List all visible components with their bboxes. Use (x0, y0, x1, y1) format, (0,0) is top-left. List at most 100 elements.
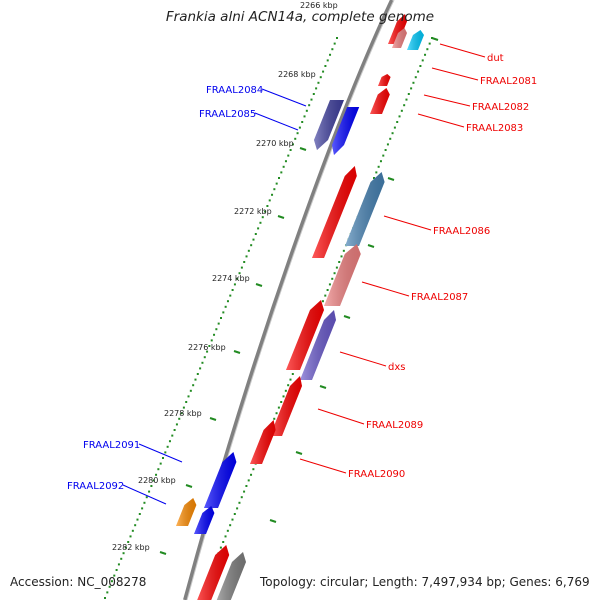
gene-label-fraal2082[interactable]: FRAAL2082 (472, 102, 529, 113)
tick-dot (403, 104, 406, 107)
tick-dot (136, 518, 139, 521)
tick-dot (393, 126, 396, 129)
gene-label-fraal2091[interactable]: FRAAL2091 (83, 440, 140, 451)
gene-fraal2086[interactable] (345, 172, 385, 246)
gene-fraal2092[interactable] (176, 498, 197, 526)
tick-dot (206, 350, 209, 353)
tick-dot (171, 434, 174, 437)
tick-dot (180, 412, 183, 415)
tick-dot (340, 255, 343, 258)
leader-line (383, 215, 432, 231)
gene-dxs[interactable] (300, 310, 336, 380)
gene-shade (378, 74, 391, 86)
gene-shade (250, 420, 276, 464)
scale-dash (367, 244, 375, 248)
gene-fraal2084[interactable] (314, 100, 344, 150)
tick-dot (203, 356, 206, 359)
leader-line (431, 67, 479, 81)
tick-dot (289, 149, 292, 151)
leader-line (439, 43, 486, 58)
gene-fraal2090[interactable] (216, 552, 246, 600)
gene-fraal2089[interactable] (312, 166, 357, 258)
tick-dot (236, 277, 239, 280)
gene-dut[interactable] (392, 28, 407, 48)
tick-dot (194, 378, 197, 381)
scale-dash (387, 177, 395, 181)
gene-label-fraal2085[interactable]: FRAAL2085 (199, 109, 256, 120)
scale-dash (233, 350, 241, 354)
gene-dut[interactable] (407, 30, 424, 50)
tick-dot (240, 266, 243, 269)
gene-shade (216, 552, 246, 600)
tick-dot (268, 199, 271, 202)
gene-fraal2089[interactable] (196, 545, 230, 600)
gene-shade (194, 506, 215, 534)
tick-dot (384, 149, 387, 151)
tick-dot (229, 294, 232, 297)
tick-dot (250, 473, 253, 476)
scale-label-2280: 2280 kbp (138, 476, 176, 485)
gene-fraal2081[interactable] (378, 74, 391, 86)
tick-dot (289, 378, 292, 381)
tick-dot (219, 546, 222, 549)
scale-label-2268: 2268 kbp (278, 70, 316, 79)
tick-dot (252, 468, 255, 471)
tick-dot (426, 48, 429, 51)
tick-dot (240, 496, 243, 499)
label-leaders (122, 43, 486, 505)
tick-dot (326, 59, 329, 62)
scale-dash (431, 37, 439, 41)
gene-fraal2092[interactable] (194, 506, 215, 534)
gene-fraal2091[interactable] (204, 452, 237, 508)
tick-dot (329, 53, 332, 56)
leader-line (299, 458, 347, 474)
tick-dot (264, 210, 267, 213)
gene-shade (332, 107, 360, 155)
gene-label-fraal2081[interactable]: FRAAL2081 (480, 76, 537, 87)
leader-line (339, 351, 387, 367)
gene-label-fraal2087[interactable]: FRAAL2087 (411, 292, 468, 303)
tick-dot (155, 473, 158, 476)
gene-label-fraal2090[interactable]: FRAAL2090 (348, 469, 405, 480)
gene-label-fraal2083[interactable]: FRAAL2083 (466, 123, 523, 134)
tick-dot (389, 137, 392, 140)
gene-label-dxs[interactable]: dxs (388, 362, 405, 373)
gene-fraal2082[interactable] (370, 88, 390, 114)
tick-dot (291, 373, 294, 375)
tick-dot (106, 591, 109, 594)
tick-dot (143, 501, 146, 504)
tick-dot (168, 440, 171, 443)
scale-dash (185, 484, 193, 488)
tick-dot (424, 53, 427, 56)
tick-dot (108, 585, 111, 588)
tick-dot (199, 367, 202, 370)
gene-fraal2090[interactable] (250, 420, 276, 464)
tick-dot (319, 76, 322, 79)
gene-fraal2085[interactable] (332, 107, 360, 155)
tick-dot (185, 401, 188, 403)
gene-label-fraal2084[interactable]: FRAAL2084 (206, 85, 263, 96)
tick-dot (175, 423, 178, 426)
gene-label-fraal2092[interactable]: FRAAL2092 (67, 481, 124, 492)
gene-fraal2089[interactable] (270, 376, 302, 436)
gene-fraal2087[interactable] (324, 244, 361, 306)
tick-dot (134, 524, 137, 527)
gene-label-fraal2089[interactable]: FRAAL2089 (366, 420, 423, 431)
tick-dot (243, 261, 246, 263)
gene-label-fraal2086[interactable]: FRAAL2086 (433, 226, 490, 237)
gene-shade (324, 244, 361, 306)
scale-dash (255, 283, 263, 287)
tick-dot (233, 513, 236, 515)
gene-fraal2083[interactable] (388, 14, 407, 44)
gene-features (176, 14, 424, 600)
tick-dot (326, 289, 329, 291)
tick-dot (294, 137, 297, 140)
gene-label-dut[interactable]: dut (487, 53, 504, 64)
tick-dot (213, 333, 216, 336)
tick-dot (120, 557, 123, 560)
tick-dot (310, 98, 313, 101)
tick-dot (266, 205, 269, 207)
scale-label-2278: 2278 kbp (164, 409, 202, 418)
gene-fraal2090[interactable] (286, 300, 324, 370)
